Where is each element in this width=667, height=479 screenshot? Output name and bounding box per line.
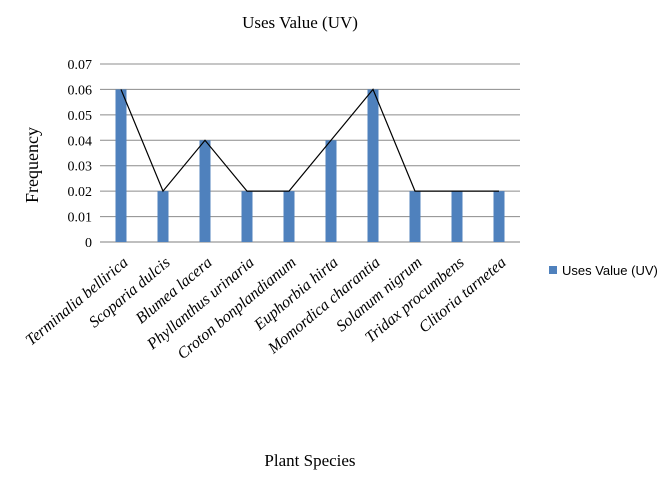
bar <box>409 191 421 242</box>
y-tick-label: 0.05 <box>68 109 93 124</box>
legend: Uses Value (UV) <box>549 263 658 278</box>
y-tick-label: 0.04 <box>68 134 93 149</box>
legend-label: Uses Value (UV) <box>562 263 658 278</box>
bar <box>325 140 337 242</box>
bar <box>367 89 379 242</box>
y-tick-label: 0.03 <box>68 160 93 175</box>
y-tick-label: 0.02 <box>68 185 93 200</box>
bar <box>451 191 463 242</box>
y-axis-label: Frequency <box>22 127 42 203</box>
y-tick-label: 0.06 <box>68 83 93 98</box>
chart-title: Uses Value (UV) <box>242 13 358 32</box>
bar <box>493 191 505 242</box>
bars <box>115 89 505 242</box>
x-axis-label: Plant Species <box>264 451 355 470</box>
y-tick-label: 0.07 <box>68 58 93 73</box>
y-tick-labels: 0 0.01 0.02 0.03 0.04 0.05 0.06 0.07 <box>68 58 93 251</box>
gridlines <box>100 63 520 243</box>
bar <box>241 191 253 242</box>
bar <box>157 191 169 242</box>
bar <box>283 191 295 242</box>
bar <box>115 89 127 242</box>
trend-line-group <box>120 88 499 193</box>
legend-swatch <box>549 266 557 274</box>
trend-line <box>120 88 499 193</box>
y-tick-label: 0.01 <box>68 211 93 226</box>
y-tick-label: 0 <box>85 236 92 251</box>
bar <box>199 140 211 242</box>
